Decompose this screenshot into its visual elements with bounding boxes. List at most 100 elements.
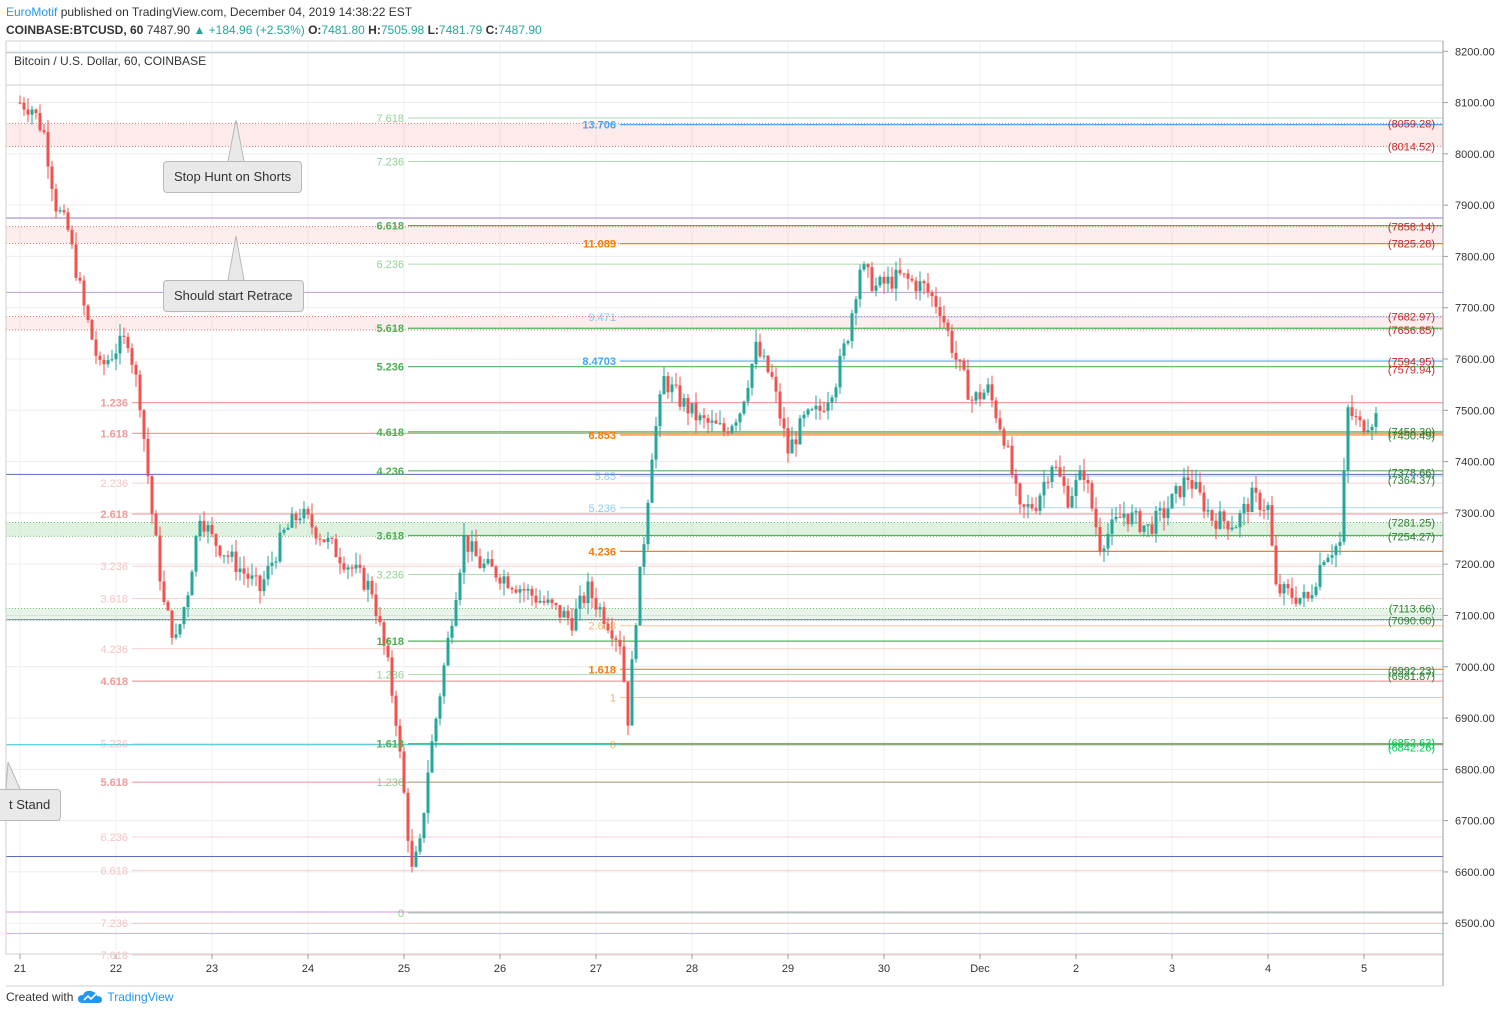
- candle: [1038, 492, 1042, 516]
- candle: [1234, 524, 1238, 529]
- candle: [702, 408, 706, 429]
- candle: [118, 323, 122, 365]
- candle: [70, 225, 74, 249]
- candle: [266, 555, 270, 586]
- candle: [1202, 485, 1206, 519]
- candle: [326, 532, 330, 550]
- candle: [546, 590, 550, 606]
- candle: [854, 296, 858, 326]
- candle: [386, 637, 390, 662]
- candle: [1242, 496, 1246, 526]
- candle: [750, 362, 754, 396]
- candle: [1258, 489, 1262, 517]
- candle: [946, 319, 950, 337]
- candle: [846, 339, 850, 346]
- candle: [1046, 476, 1050, 489]
- candle: [1134, 508, 1138, 525]
- candle: [910, 274, 914, 283]
- published-text: published on TradingView.com, December 0…: [60, 5, 413, 19]
- candle: [770, 363, 774, 380]
- candle: [898, 257, 902, 276]
- candle: [714, 412, 718, 425]
- candle: [370, 576, 374, 599]
- fib-b-label-12: 1.618: [376, 739, 404, 751]
- candle: [562, 606, 566, 618]
- candle: [694, 392, 698, 433]
- candle: [718, 410, 722, 426]
- candle: [1026, 494, 1030, 519]
- candle: [278, 524, 282, 564]
- candle: [814, 395, 818, 420]
- candle: [1154, 506, 1158, 543]
- fib-d-label-3: 2.618: [588, 621, 616, 633]
- x-tick-label-13: 4: [1265, 963, 1271, 975]
- candle: [434, 716, 438, 748]
- candle: [710, 409, 714, 433]
- candle: [774, 367, 778, 403]
- candle: [650, 453, 654, 504]
- candle: [238, 556, 242, 581]
- candle: [598, 602, 602, 618]
- price-label-7: (7579.94): [1388, 364, 1435, 376]
- x-tick-label-1: 22: [110, 963, 122, 975]
- candle: [594, 587, 598, 617]
- candle: [1282, 581, 1286, 606]
- price-label-6: (7594.95): [1388, 357, 1435, 369]
- candle: [1210, 509, 1214, 527]
- candle: [1302, 584, 1306, 607]
- candle: [1170, 493, 1174, 509]
- candle: [918, 271, 922, 301]
- candle: [518, 585, 522, 604]
- price-label-9: (7450.49): [1388, 431, 1435, 443]
- tradingview-brand[interactable]: TradingView: [107, 990, 174, 1004]
- candle: [1298, 597, 1302, 606]
- candle: [490, 550, 494, 567]
- candle: [550, 598, 554, 609]
- candle: [926, 273, 930, 298]
- callout-should-retrace[interactable]: Should start Retrace: [163, 280, 304, 312]
- candle: [78, 271, 82, 284]
- candle: [826, 391, 830, 420]
- candle: [1066, 478, 1070, 509]
- last-price: 7487.90: [146, 23, 191, 37]
- candle: [170, 610, 174, 645]
- y-tick-label-12: 7700.00: [1455, 303, 1495, 315]
- x-tick-label-8: 29: [782, 963, 794, 975]
- candle: [234, 540, 238, 581]
- candle: [514, 585, 518, 594]
- candle: [1230, 515, 1234, 532]
- candle: [154, 510, 158, 536]
- candle: [310, 503, 314, 535]
- candle: [1158, 501, 1162, 522]
- candle: [222, 554, 226, 564]
- price-label-15: (7090.60): [1388, 615, 1435, 627]
- candle: [358, 554, 362, 574]
- price-label-19: (6842.26): [1388, 743, 1435, 755]
- fib-d-label-6: 0: [610, 740, 616, 752]
- candle: [990, 375, 994, 408]
- candle: [390, 650, 394, 704]
- fib-c-label-0: 13.706: [582, 120, 616, 132]
- candle: [1090, 480, 1094, 512]
- candle: [914, 276, 918, 300]
- author-link[interactable]: EuroMotif: [6, 5, 58, 19]
- callout-stop-hunt[interactable]: Stop Hunt on Shorts: [163, 161, 303, 193]
- candle: [1102, 545, 1106, 563]
- candle: [1062, 465, 1066, 494]
- price-label-0: (8059.28): [1388, 118, 1435, 130]
- candle: [978, 384, 982, 407]
- fib-a-label-8: 5.236: [100, 739, 128, 751]
- candle: [330, 536, 334, 545]
- candle: [42, 123, 46, 135]
- candle: [850, 309, 854, 349]
- price-label-12: (7281.25): [1388, 518, 1435, 530]
- candle: [466, 534, 470, 563]
- candle: [574, 598, 578, 632]
- callout-stand[interactable]: t Stand: [0, 789, 62, 821]
- close-label: C:: [485, 23, 499, 37]
- candle: [138, 370, 142, 418]
- candle: [754, 329, 758, 370]
- candle: [666, 371, 670, 399]
- y-tick-label-13: 7800.00: [1455, 251, 1495, 263]
